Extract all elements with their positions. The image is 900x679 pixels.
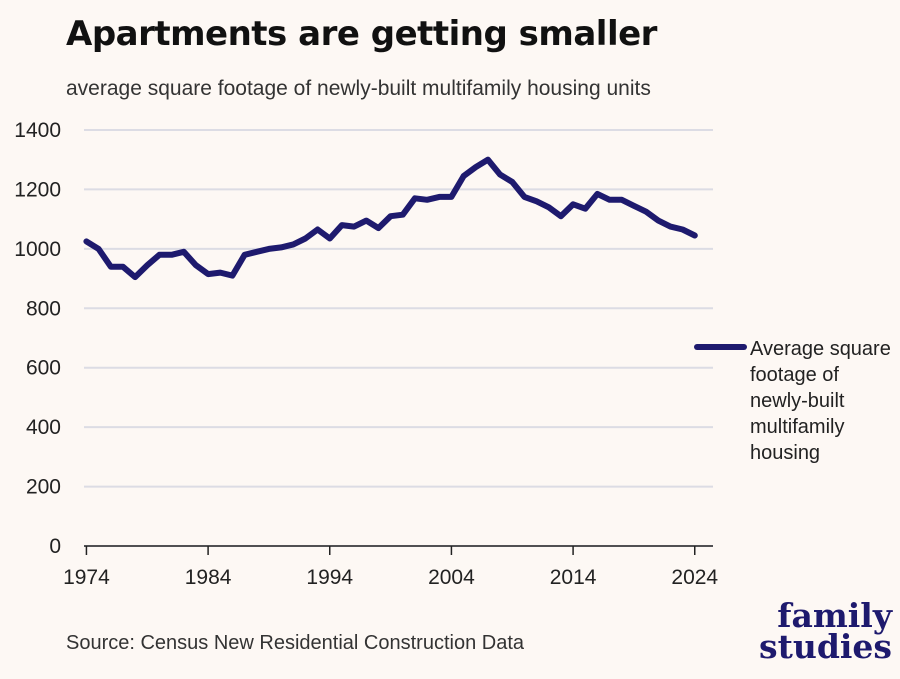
chart-title: Apartments are getting smaller (66, 14, 657, 54)
x-tick-label: 2024 (671, 566, 718, 589)
x-tick-label: 1984 (185, 566, 232, 589)
x-tick-label: 2014 (550, 566, 597, 589)
legend-label: Average square footage of newly-built mu… (750, 338, 891, 464)
grid-lines (84, 129, 713, 547)
y-tick-label: 800 (26, 297, 61, 320)
y-axis-ticks: 0 200 400 600 800 1000 1200 1400 (14, 119, 61, 558)
x-axis-ticks: 1974 1984 1994 2004 2014 2024 (63, 546, 718, 589)
series-line (83, 156, 698, 281)
chart-subtitle: average square footage of newly-built mu… (66, 77, 651, 100)
x-tick-label: 2004 (428, 566, 475, 589)
x-tick-label: 1974 (63, 566, 110, 589)
logo-line-2: studies (759, 627, 892, 666)
y-tick-label: 1200 (14, 178, 61, 201)
y-tick-label: 400 (26, 416, 61, 439)
y-tick-label: 1000 (14, 238, 61, 261)
x-tick-label: 1994 (306, 566, 353, 589)
family-studies-logo: family studies (759, 596, 892, 666)
y-tick-label: 600 (26, 357, 61, 380)
logo-line-1: family (777, 596, 892, 635)
source-note: Source: Census New Residential Construct… (66, 632, 524, 654)
y-tick-label: 200 (26, 476, 61, 499)
y-tick-label: 1400 (14, 119, 61, 142)
y-tick-label: 0 (49, 535, 61, 558)
series-group (83, 156, 698, 281)
